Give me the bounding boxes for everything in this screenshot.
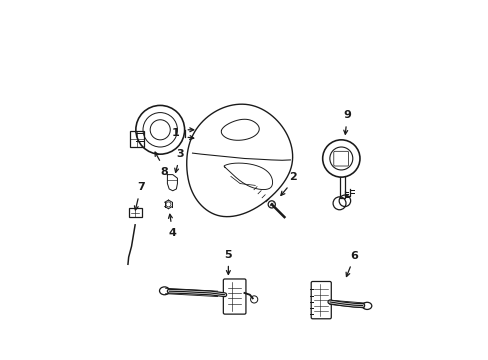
Text: 5: 5: [224, 250, 232, 260]
Text: 1: 1: [171, 129, 179, 138]
Text: 4: 4: [168, 228, 176, 238]
Text: 8: 8: [160, 167, 167, 177]
Text: 3: 3: [176, 149, 183, 159]
Text: 6: 6: [349, 251, 357, 261]
Text: 9: 9: [343, 110, 350, 120]
Text: 7: 7: [138, 182, 145, 192]
Text: 2: 2: [289, 172, 297, 182]
